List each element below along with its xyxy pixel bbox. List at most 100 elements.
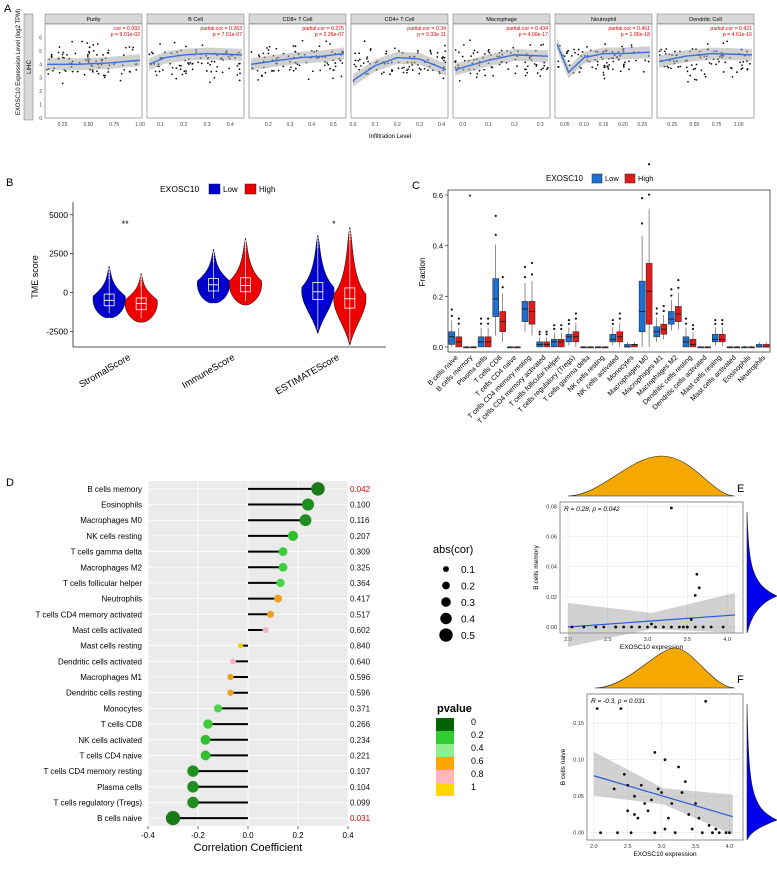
size-legend-dot xyxy=(442,581,450,590)
annotation: R = 0.28, p = 0.042 xyxy=(564,506,620,513)
data-point xyxy=(180,64,182,67)
outlier-point xyxy=(530,273,534,276)
data-point xyxy=(492,74,495,77)
data-point xyxy=(106,52,109,54)
data-point xyxy=(86,42,89,45)
data-point xyxy=(624,61,626,64)
outlier-point xyxy=(212,257,215,259)
data-point xyxy=(680,791,684,794)
trend-line xyxy=(658,52,753,63)
data-point xyxy=(264,71,267,74)
data-point xyxy=(470,55,472,57)
trend-line xyxy=(250,52,345,65)
data-point xyxy=(516,65,518,68)
data-point xyxy=(707,824,711,827)
confidence-band xyxy=(149,47,242,71)
row-label: NK cells resting xyxy=(86,532,142,541)
data-point xyxy=(210,70,213,73)
color-legend-label: 0.2 xyxy=(471,730,484,740)
outlier-point xyxy=(479,322,483,325)
data-point xyxy=(454,60,457,63)
data-point xyxy=(619,70,622,73)
y-tick-label: 0.00 xyxy=(546,625,557,631)
data-point xyxy=(268,45,271,48)
lollipop-dot xyxy=(165,811,181,826)
legend-swatch xyxy=(208,183,221,195)
lollipop-dot xyxy=(187,781,199,793)
data-point xyxy=(603,64,606,67)
size-legend-label: 0.2 xyxy=(461,582,475,593)
data-point xyxy=(260,74,263,77)
row-label: T cells gamma delta xyxy=(71,548,143,557)
row-label: T cells CD4 naive xyxy=(79,751,142,760)
data-point xyxy=(201,44,204,47)
outlier-point xyxy=(486,322,490,325)
data-point xyxy=(62,51,65,54)
outlier-point xyxy=(640,197,644,200)
data-point xyxy=(653,831,657,835)
data-point xyxy=(256,69,259,72)
lollipop-dot xyxy=(237,643,244,649)
data-point xyxy=(119,79,122,82)
data-point xyxy=(339,59,342,62)
plot-frame xyxy=(559,501,744,634)
data-point xyxy=(690,64,693,67)
p-value: 0.517 xyxy=(350,610,371,619)
x-tick-label: 0.4 xyxy=(308,122,315,128)
x-tick-label: 0.15 xyxy=(599,122,609,128)
data-point xyxy=(47,73,50,75)
data-point xyxy=(646,809,650,813)
data-point xyxy=(152,52,154,55)
stat-p: p = 4.00e-17 xyxy=(519,32,548,38)
data-point xyxy=(647,60,650,63)
lollipop-dot xyxy=(311,482,325,496)
data-point xyxy=(721,625,725,629)
data-point xyxy=(135,68,138,71)
box xyxy=(240,277,251,293)
data-point xyxy=(650,622,653,626)
x-tick-label: 3.5 xyxy=(683,637,691,643)
y-tick-label: 0.6 xyxy=(433,191,443,200)
data-point xyxy=(630,625,634,629)
data-point xyxy=(418,67,421,70)
data-point xyxy=(666,816,670,820)
row-label: Neutrophils xyxy=(102,595,142,604)
data-point xyxy=(442,77,445,80)
x-axis-label: Infiltration Level xyxy=(369,134,411,140)
data-point xyxy=(426,69,429,72)
data-point xyxy=(714,827,718,831)
x-tick-label: 2.5 xyxy=(624,844,632,850)
panel-label-f: F xyxy=(737,674,744,686)
outlier-point xyxy=(647,193,651,196)
y-tick-label: 0.15 xyxy=(573,721,584,727)
stat-cor: partial.cor = 0.421 xyxy=(710,26,752,32)
data-point xyxy=(83,73,86,76)
data-point xyxy=(507,68,510,70)
lollipop-dot xyxy=(266,610,275,618)
data-point xyxy=(92,50,95,52)
data-point xyxy=(265,47,268,49)
x-tick-label: 0.2 xyxy=(292,831,304,840)
data-point xyxy=(483,68,486,71)
x-tick-label: 0.4 xyxy=(342,831,354,840)
outlier-point xyxy=(212,260,215,262)
data-point xyxy=(209,63,212,66)
data-point xyxy=(461,55,464,58)
data-point xyxy=(382,71,385,74)
size-legend-label: 0.3 xyxy=(461,598,475,609)
data-point xyxy=(334,62,337,64)
data-point xyxy=(238,62,241,65)
x-tick-label: 0.50 xyxy=(690,122,700,128)
trend-line xyxy=(454,54,549,71)
data-point xyxy=(526,65,529,68)
outlier-point xyxy=(450,314,453,317)
trend-line xyxy=(593,775,733,818)
x-tick-label: 0.2 xyxy=(394,122,401,128)
outlier-point xyxy=(618,312,621,315)
outlier-point xyxy=(244,240,247,242)
data-point xyxy=(213,76,216,79)
outlier-point xyxy=(317,237,319,239)
box xyxy=(344,287,356,309)
confidence-band xyxy=(251,47,344,71)
data-point xyxy=(406,71,408,74)
